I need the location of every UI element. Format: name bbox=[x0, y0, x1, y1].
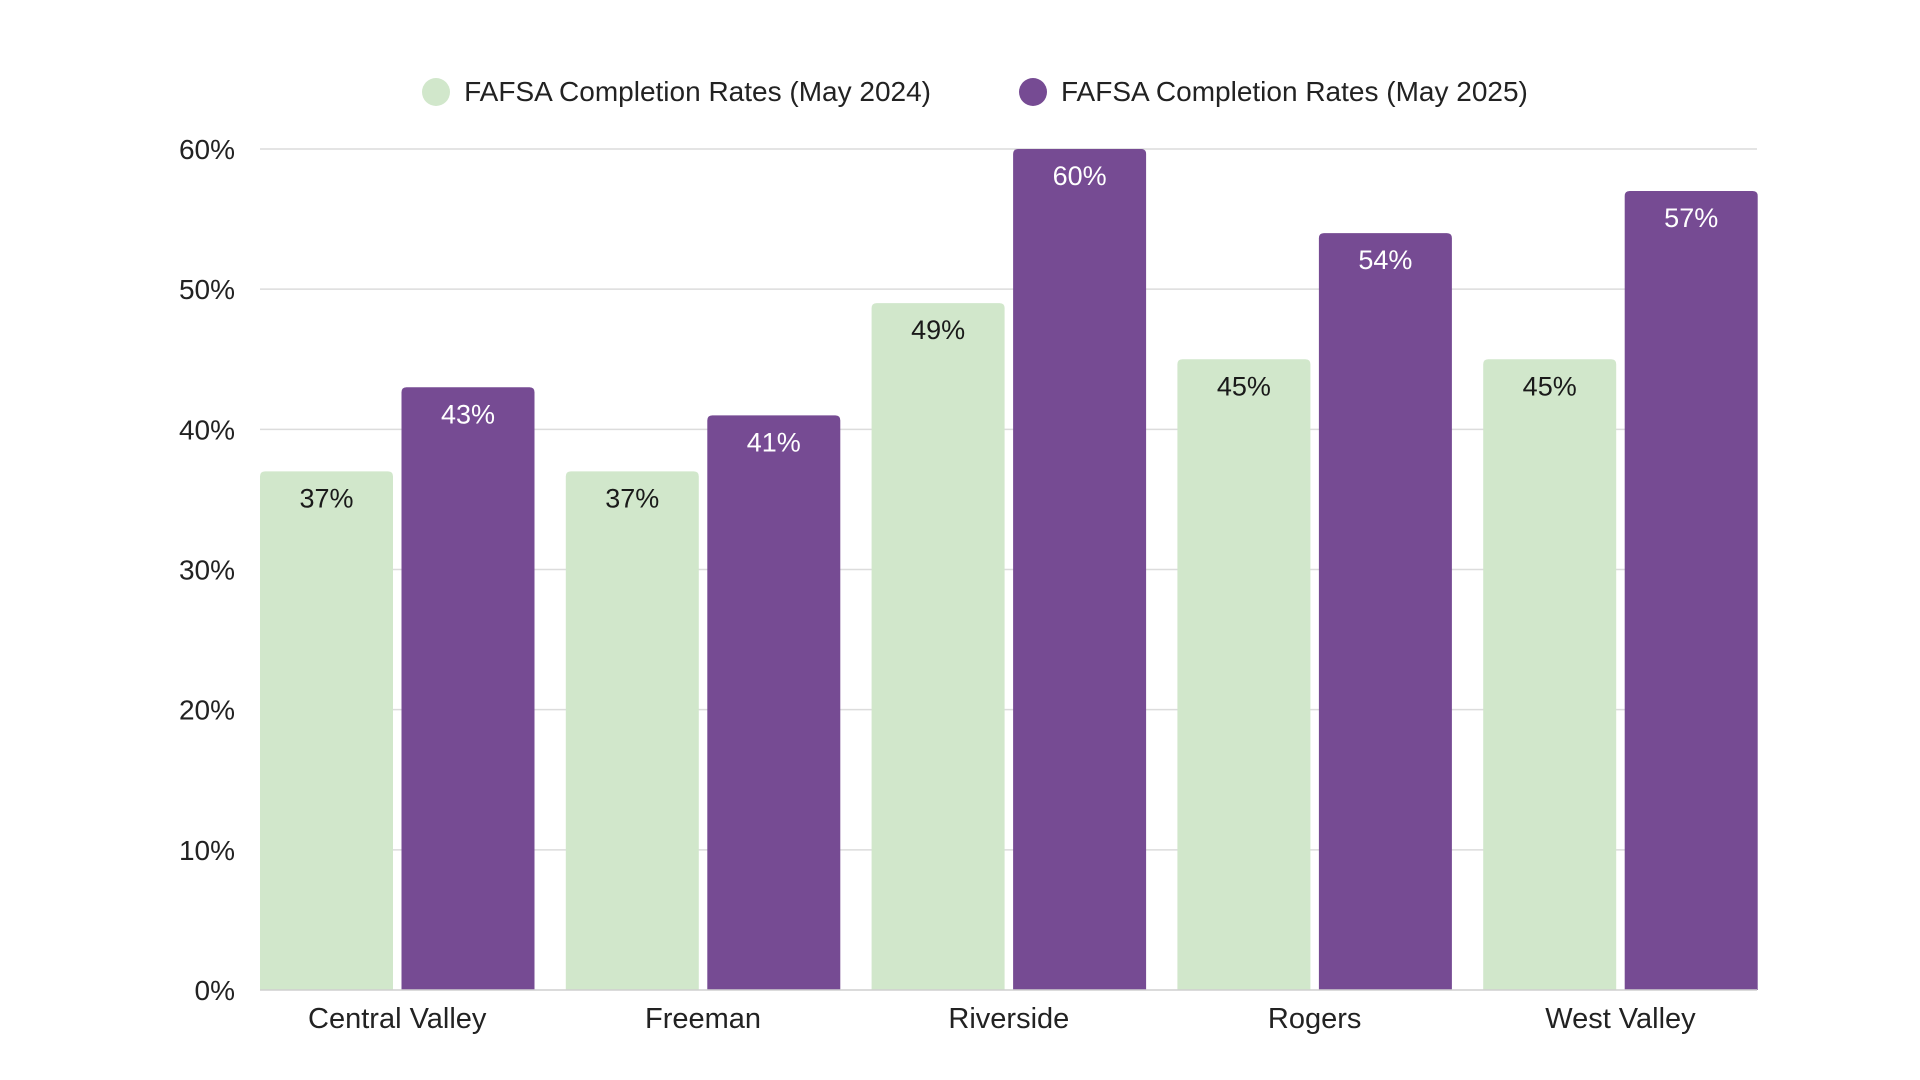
y-tick-label: 30% bbox=[179, 555, 235, 586]
data-label: 60% bbox=[1053, 161, 1107, 191]
x-tick-label: Rogers bbox=[1268, 1003, 1362, 1035]
y-tick-label: 60% bbox=[179, 134, 235, 165]
bar bbox=[401, 387, 535, 990]
bar bbox=[1013, 149, 1147, 990]
bar bbox=[1624, 191, 1758, 991]
y-tick-label: 40% bbox=[179, 414, 235, 445]
legend-swatch-2025 bbox=[1019, 78, 1047, 106]
data-label: 49% bbox=[911, 315, 965, 345]
legend-item-2025: FAFSA Completion Rates (May 2025) bbox=[1019, 76, 1528, 108]
data-label: 37% bbox=[605, 483, 659, 513]
legend: FAFSA Completion Rates (May 2024) FAFSA … bbox=[0, 76, 1920, 108]
legend-label-2024: FAFSA Completion Rates (May 2024) bbox=[464, 76, 931, 107]
bar bbox=[260, 471, 393, 991]
data-label: 41% bbox=[747, 427, 801, 457]
data-label: 45% bbox=[1217, 371, 1271, 401]
y-tick-label: 50% bbox=[179, 274, 235, 305]
data-label: 43% bbox=[441, 399, 495, 429]
y-tick-label: 0% bbox=[195, 975, 235, 1006]
legend-swatch-2024 bbox=[422, 78, 451, 106]
legend-item-2024: FAFSA Completion Rates (May 2024) bbox=[422, 76, 931, 108]
y-tick-label: 20% bbox=[179, 695, 235, 726]
x-tick-label: Riverside bbox=[948, 1003, 1069, 1035]
data-label: 57% bbox=[1664, 203, 1718, 233]
data-label: 54% bbox=[1358, 245, 1412, 275]
bar bbox=[1177, 359, 1311, 990]
x-tick-label: West Valley bbox=[1545, 1003, 1696, 1035]
bar bbox=[565, 471, 699, 991]
data-label: 37% bbox=[299, 483, 353, 513]
data-label: 45% bbox=[1523, 371, 1577, 401]
bar bbox=[871, 303, 1005, 990]
bar bbox=[1318, 233, 1452, 991]
y-tick-label: 10% bbox=[179, 835, 235, 866]
bar bbox=[707, 415, 841, 991]
x-tick-label: Central Valley bbox=[308, 1003, 487, 1035]
bar bbox=[1483, 359, 1617, 990]
x-tick-label: Freeman bbox=[645, 1003, 761, 1035]
legend-label-2025: FAFSA Completion Rates (May 2025) bbox=[1061, 76, 1528, 107]
